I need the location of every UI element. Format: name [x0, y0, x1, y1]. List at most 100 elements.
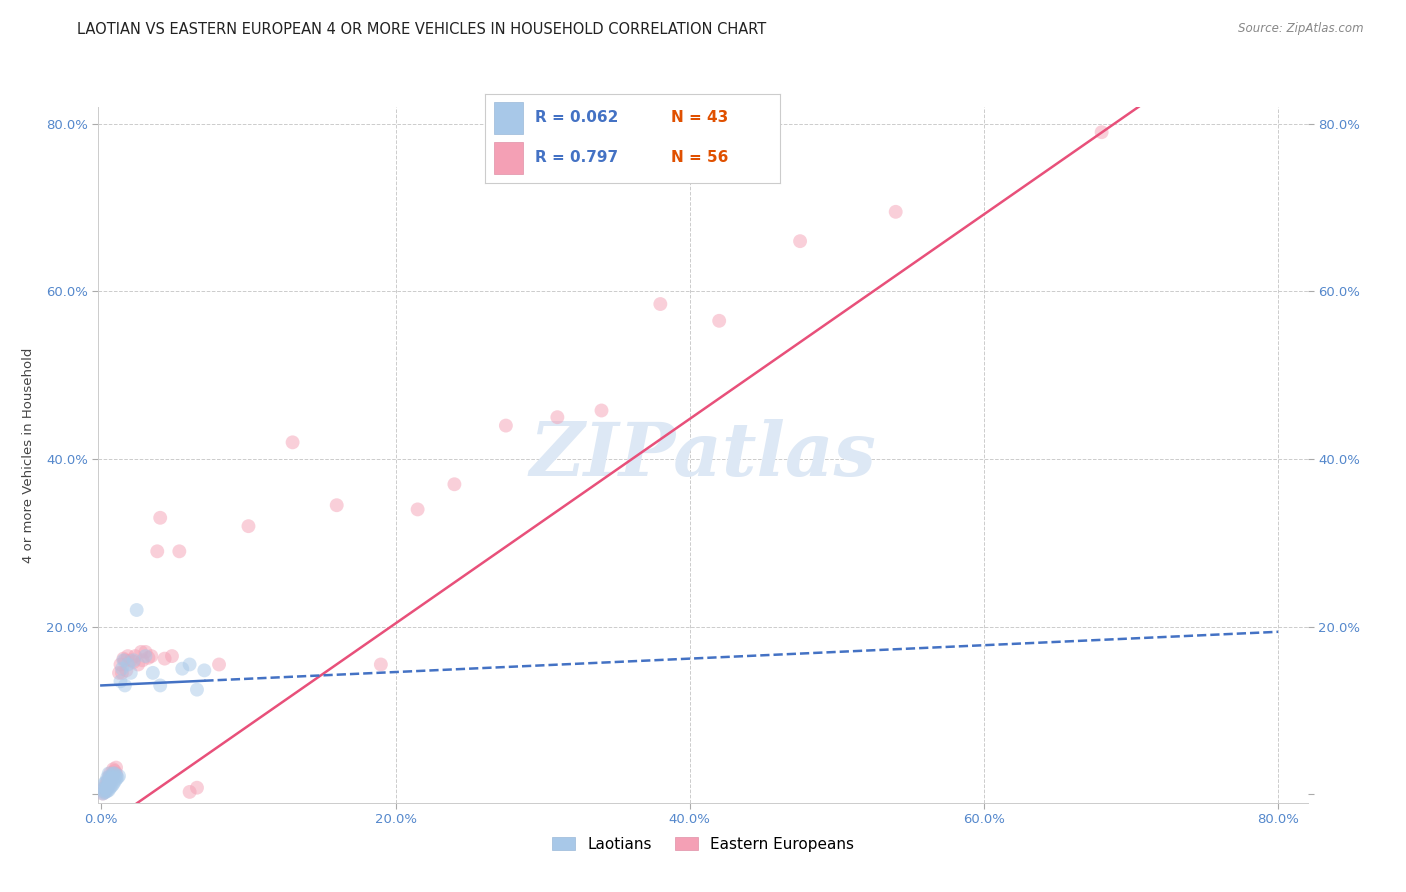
Point [1091, 125, 1114, 139]
Point [104, 775, 127, 789]
Point [884, 204, 907, 219]
Point [142, 665, 165, 680]
Point [186, 682, 208, 697]
Point [443, 477, 465, 491]
Point [495, 418, 517, 433]
Point [94, 775, 117, 789]
Text: N = 43: N = 43 [671, 111, 728, 125]
Point [101, 777, 124, 791]
Point [325, 498, 347, 512]
Point [98, 766, 121, 780]
Point [100, 769, 122, 783]
Point [149, 510, 172, 524]
Point [93, 785, 115, 799]
Point [122, 655, 145, 669]
Point [179, 785, 201, 799]
Point [96, 784, 118, 798]
Point [238, 519, 260, 533]
Point [96, 775, 118, 789]
Text: N = 56: N = 56 [671, 151, 728, 165]
Point [96, 771, 118, 785]
Point [146, 544, 169, 558]
Bar [494, 142, 523, 174]
Point [129, 645, 152, 659]
Point [110, 657, 132, 672]
Point [94, 783, 117, 797]
Point [131, 653, 153, 667]
Point [100, 772, 122, 787]
Point [94, 785, 117, 799]
Point [117, 657, 139, 672]
Point [789, 234, 811, 248]
Point [94, 777, 117, 791]
Legend: Laotians, Eastern Europeans: Laotians, Eastern Europeans [546, 830, 860, 858]
Point [107, 771, 129, 785]
Point [149, 678, 172, 692]
Point [104, 766, 127, 780]
Point [105, 761, 128, 775]
Point [93, 786, 115, 800]
Point [98, 775, 121, 789]
Point [98, 769, 121, 783]
Point [105, 766, 128, 780]
Point [110, 674, 132, 689]
Point [93, 780, 115, 795]
Point [125, 603, 148, 617]
Point [97, 777, 120, 791]
Point [105, 772, 128, 787]
Point [591, 403, 613, 417]
Point [650, 297, 672, 311]
Point [193, 664, 215, 678]
Point [91, 783, 114, 797]
Point [91, 787, 114, 801]
Point [97, 766, 120, 780]
Point [97, 783, 120, 797]
Point [114, 678, 136, 692]
Point [100, 771, 122, 785]
Point [97, 779, 120, 793]
Point [370, 657, 392, 672]
Point [108, 769, 131, 783]
Point [172, 662, 194, 676]
Point [91, 787, 114, 801]
Point [112, 651, 135, 665]
Point [93, 780, 115, 795]
Point [124, 649, 146, 664]
Text: Source: ZipAtlas.com: Source: ZipAtlas.com [1239, 22, 1364, 36]
Point [186, 780, 208, 795]
Point [122, 653, 145, 667]
Point [114, 653, 136, 667]
Point [134, 645, 156, 659]
Text: ZIPatlas: ZIPatlas [530, 418, 876, 491]
Point [111, 665, 134, 680]
Bar [494, 102, 523, 134]
Point [160, 649, 183, 664]
Point [112, 653, 135, 667]
Text: R = 0.062: R = 0.062 [536, 111, 619, 125]
Point [153, 651, 176, 665]
Point [98, 780, 121, 795]
Point [108, 665, 131, 680]
Point [179, 657, 201, 672]
Point [98, 775, 121, 789]
Point [169, 544, 191, 558]
Point [115, 664, 138, 678]
Point [101, 762, 124, 776]
Text: LAOTIAN VS EASTERN EUROPEAN 4 OR MORE VEHICLES IN HOUSEHOLD CORRELATION CHART: LAOTIAN VS EASTERN EUROPEAN 4 OR MORE VE… [77, 22, 766, 37]
Point [96, 780, 118, 795]
Point [406, 502, 429, 516]
Point [101, 766, 124, 780]
Point [127, 657, 149, 672]
Point [100, 779, 122, 793]
Point [105, 769, 128, 783]
Point [208, 657, 231, 672]
Point [134, 649, 156, 664]
Point [120, 665, 142, 680]
Point [281, 435, 304, 450]
Point [94, 781, 117, 796]
Point [93, 776, 115, 790]
Point [120, 653, 142, 667]
Point [96, 779, 118, 793]
Point [104, 764, 127, 778]
Point [117, 649, 139, 664]
